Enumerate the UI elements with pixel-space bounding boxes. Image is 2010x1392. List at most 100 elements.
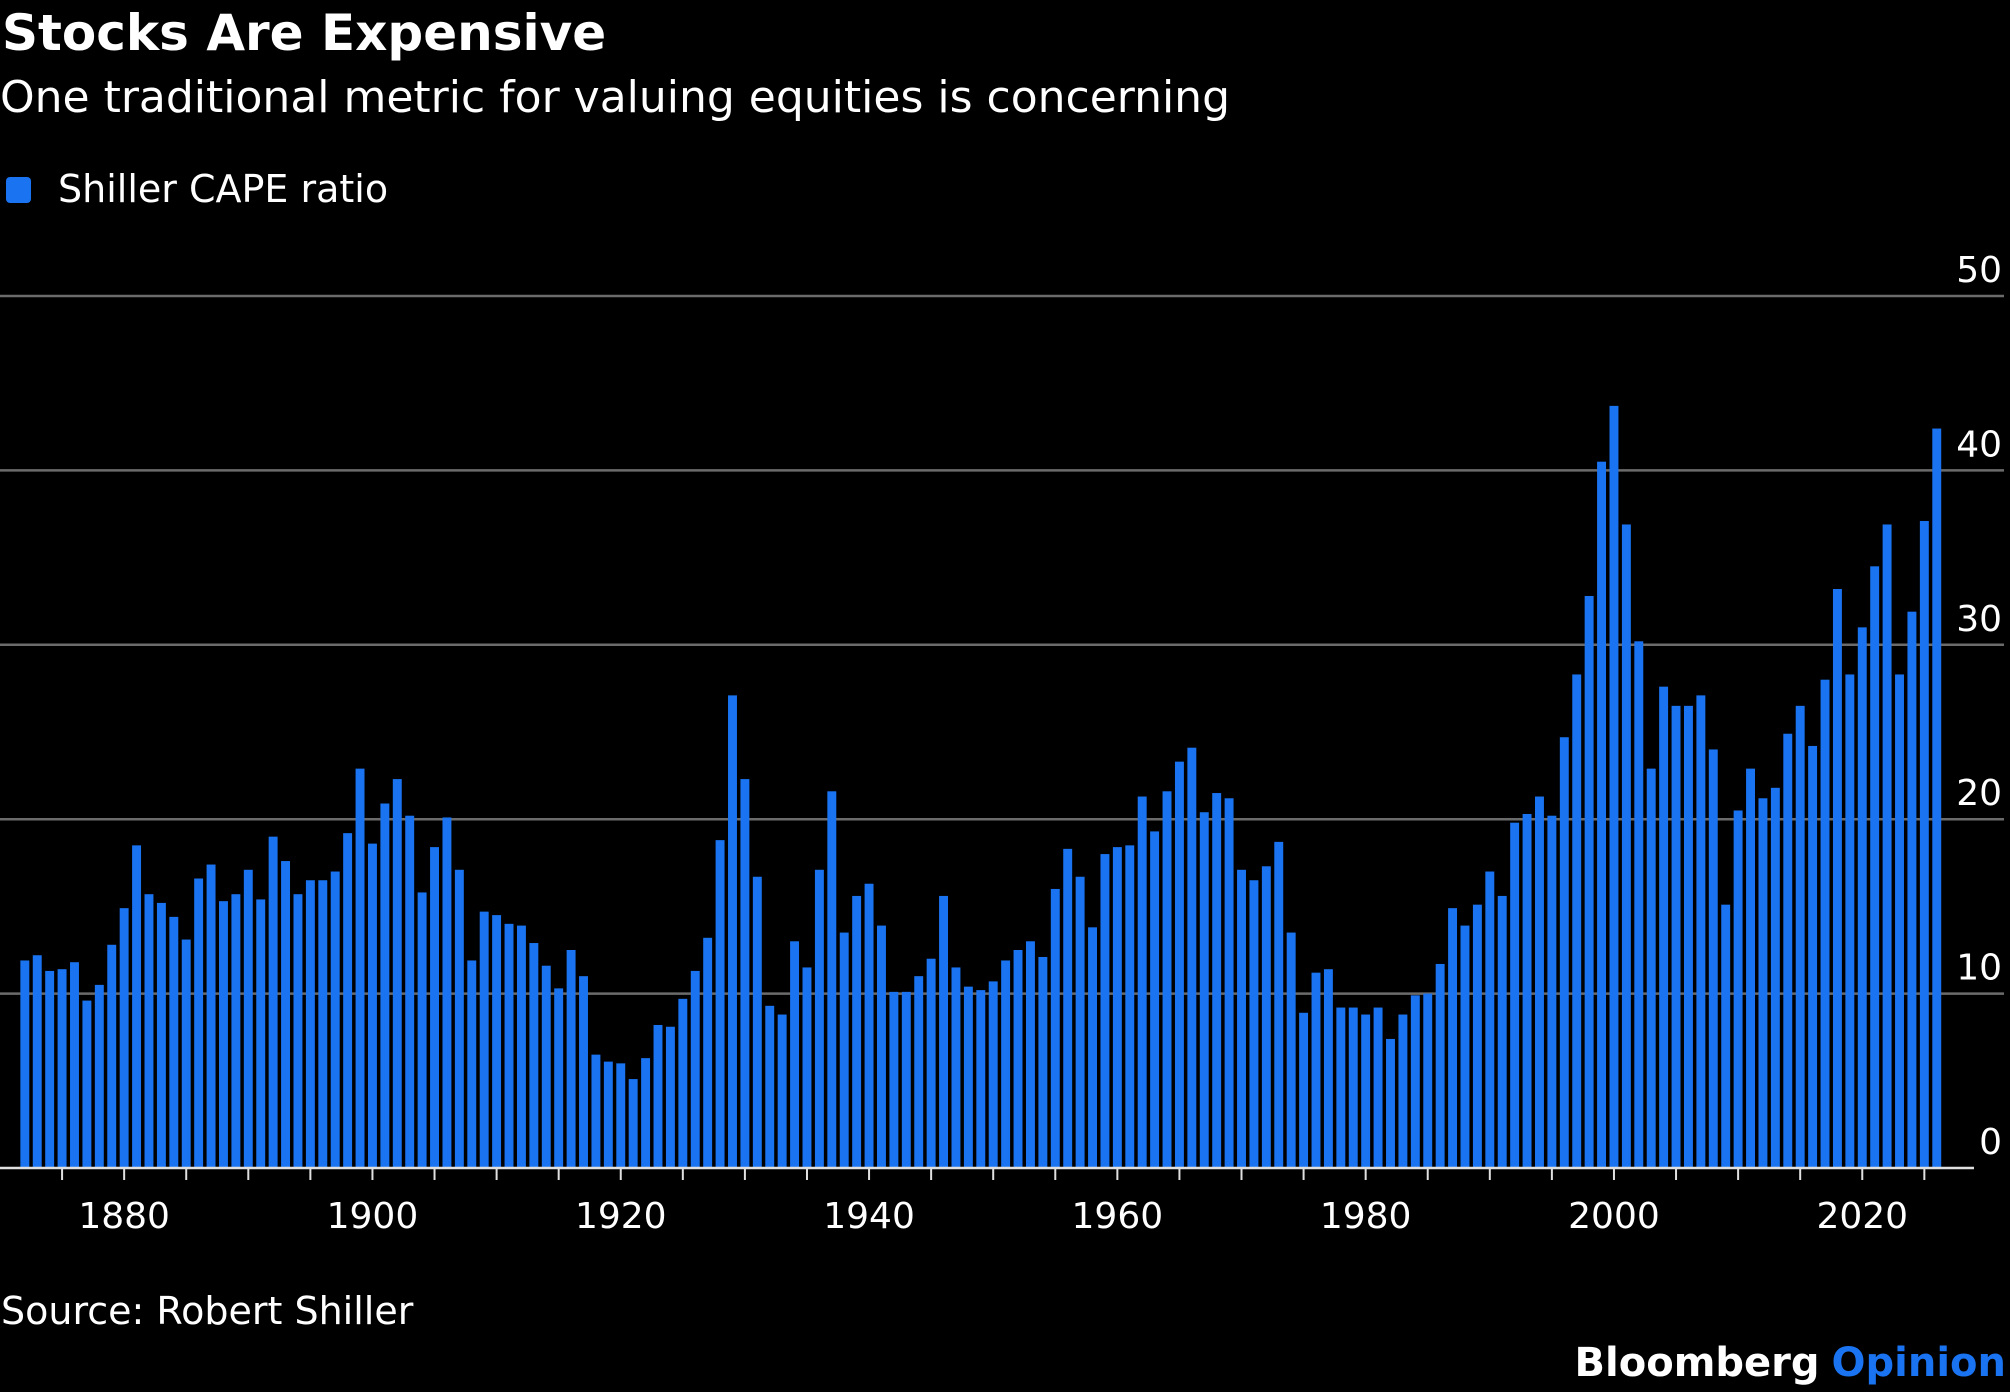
bar — [914, 976, 924, 1168]
bar — [1460, 925, 1470, 1168]
bar — [268, 836, 278, 1168]
bar — [1845, 674, 1855, 1168]
bar — [1323, 969, 1333, 1168]
bar — [1783, 733, 1793, 1168]
y-tick-label: 10 — [1956, 948, 2002, 989]
bar — [1895, 674, 1904, 1168]
bar — [1919, 520, 1929, 1168]
bar — [1597, 461, 1607, 1168]
bar — [814, 869, 824, 1168]
bar — [1373, 1007, 1383, 1168]
x-tick-label: 1900 — [327, 1196, 419, 1237]
bar — [32, 955, 42, 1168]
credit: Bloomberg Opinion — [1575, 1340, 2006, 1386]
bar — [1025, 941, 1035, 1168]
bar — [430, 847, 439, 1168]
bar — [355, 768, 365, 1168]
bar — [1559, 737, 1569, 1168]
bar — [1299, 1012, 1309, 1168]
bar — [442, 817, 452, 1168]
bar — [318, 880, 328, 1168]
bar — [926, 958, 936, 1168]
bar — [1820, 679, 1830, 1168]
bar — [628, 1079, 638, 1168]
bar — [45, 970, 55, 1168]
bar — [839, 932, 849, 1168]
bar — [740, 779, 750, 1168]
bar — [1932, 428, 1942, 1168]
bar — [1125, 845, 1135, 1168]
source-note: Source: Robert Shiller — [1, 1289, 414, 1333]
bar — [107, 944, 117, 1168]
credit-part: Bloomberg — [1575, 1340, 1820, 1386]
bar — [1584, 595, 1594, 1168]
bar — [70, 962, 79, 1168]
bar — [752, 876, 762, 1168]
credit-part: Opinion — [1832, 1340, 2007, 1386]
bar — [864, 883, 874, 1168]
bar — [566, 950, 576, 1168]
bar — [554, 988, 564, 1168]
bar — [1224, 798, 1234, 1168]
y-tick-label: 20 — [1956, 773, 2002, 814]
y-tick-label: 0 — [1979, 1122, 2002, 1163]
bar — [1497, 895, 1507, 1168]
legend-swatch — [6, 177, 31, 203]
bar — [1696, 695, 1706, 1168]
bar — [678, 998, 688, 1168]
bar — [367, 843, 377, 1168]
bar — [1150, 831, 1160, 1168]
bar — [1137, 796, 1147, 1168]
bar — [293, 894, 303, 1168]
bar — [963, 986, 973, 1168]
bar — [243, 869, 253, 1168]
bar — [1336, 1007, 1346, 1168]
bar — [82, 1000, 92, 1168]
bar — [1795, 705, 1805, 1168]
bar — [1522, 813, 1532, 1168]
bar — [703, 937, 713, 1168]
bar — [1708, 749, 1718, 1168]
bar — [1746, 768, 1755, 1168]
bar — [417, 892, 427, 1168]
bar — [1063, 848, 1073, 1168]
bar — [1088, 927, 1097, 1168]
bar — [256, 899, 266, 1168]
bar — [988, 981, 998, 1168]
bar — [206, 864, 216, 1168]
bar — [665, 1026, 675, 1168]
bar — [1261, 866, 1271, 1168]
bar — [1423, 993, 1433, 1168]
bar — [777, 1014, 787, 1168]
bar — [20, 960, 30, 1168]
bar — [305, 880, 315, 1168]
bar — [1857, 627, 1867, 1168]
y-tick-label: 30 — [1956, 599, 2002, 640]
bar — [541, 965, 551, 1168]
bar — [1683, 705, 1693, 1168]
bar — [1485, 871, 1495, 1168]
chart-subtitle: One traditional metric for valuing equit… — [0, 72, 1230, 123]
bar — [1659, 686, 1669, 1168]
bar — [467, 960, 477, 1168]
bar — [343, 833, 353, 1168]
bar — [728, 695, 737, 1168]
bar — [1274, 841, 1284, 1168]
bar — [765, 1005, 775, 1168]
bar — [1733, 810, 1743, 1168]
bar — [1832, 588, 1842, 1168]
bar — [479, 911, 489, 1168]
bar — [1448, 908, 1458, 1168]
bar — [1249, 880, 1259, 1168]
bar — [1100, 854, 1110, 1168]
bar — [1646, 768, 1656, 1168]
bar — [1808, 745, 1818, 1168]
bar — [231, 894, 241, 1168]
bar — [939, 895, 949, 1168]
bar — [1410, 995, 1420, 1168]
x-tick-label: 1980 — [1320, 1196, 1412, 1237]
bar — [951, 967, 961, 1168]
bar — [715, 840, 725, 1168]
